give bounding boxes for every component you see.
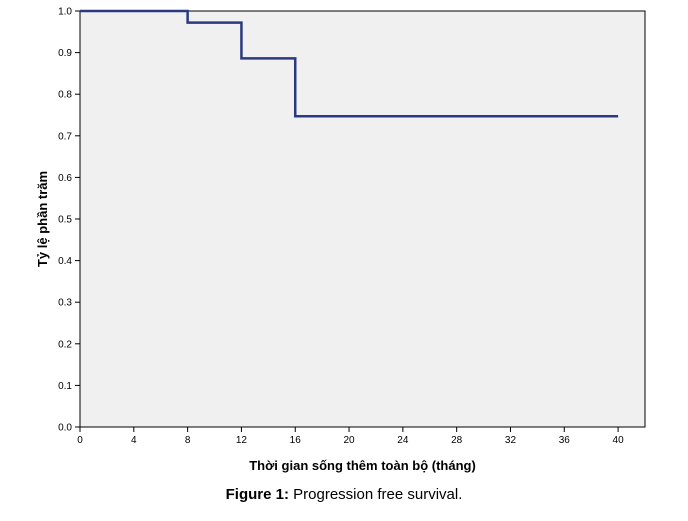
x-tick-label: 12 <box>236 435 248 446</box>
y-tick-label: 0.0 <box>58 423 72 434</box>
x-tick-label: 28 <box>451 435 463 446</box>
x-tick-label: 16 <box>290 435 302 446</box>
x-tick-label: 20 <box>343 435 355 446</box>
figure-caption: Figure 1: Progression free survival. <box>0 486 688 503</box>
plot-area <box>79 10 646 428</box>
x-tick-label: 8 <box>185 435 191 446</box>
x-axis: 0 4 8 12 16 20 24 28 32 36 40 <box>77 427 624 446</box>
y-tick-label: 0.8 <box>58 90 72 101</box>
y-tick-label: 0.4 <box>58 256 72 267</box>
x-tick-label: 24 <box>397 435 409 446</box>
y-tick-label: 0.2 <box>58 339 72 350</box>
y-tick-label: 0.7 <box>58 131 72 142</box>
caption-text: Progression free survival. <box>288 486 463 503</box>
x-tick-label: 0 <box>77 435 83 446</box>
x-tick-label: 36 <box>559 435 571 446</box>
x-tick-label: 4 <box>131 435 137 446</box>
x-tick-label: 40 <box>613 435 625 446</box>
y-tick-label: 0.1 <box>58 381 72 392</box>
x-axis-title: Thời gian sống thêm toàn bộ (tháng) <box>249 458 476 473</box>
y-tick-label: 1.0 <box>58 7 72 18</box>
y-tick-label: 0.6 <box>58 173 72 184</box>
y-axis-title: Tỷ lệ phần trăm <box>35 171 50 267</box>
y-tick-label: 0.3 <box>58 298 72 309</box>
y-tick-label: 0.9 <box>58 48 72 59</box>
y-axis: 0.0 0.1 0.2 0.3 0.4 0.5 0.6 0.7 0.8 0.9 1.0 <box>58 7 80 434</box>
y-tick-label: 0.5 <box>58 215 72 226</box>
series-layer <box>80 9 619 118</box>
survival-curve <box>80 9 619 118</box>
x-tick-label: 32 <box>505 435 517 446</box>
caption-label: Figure 1: <box>225 486 289 503</box>
